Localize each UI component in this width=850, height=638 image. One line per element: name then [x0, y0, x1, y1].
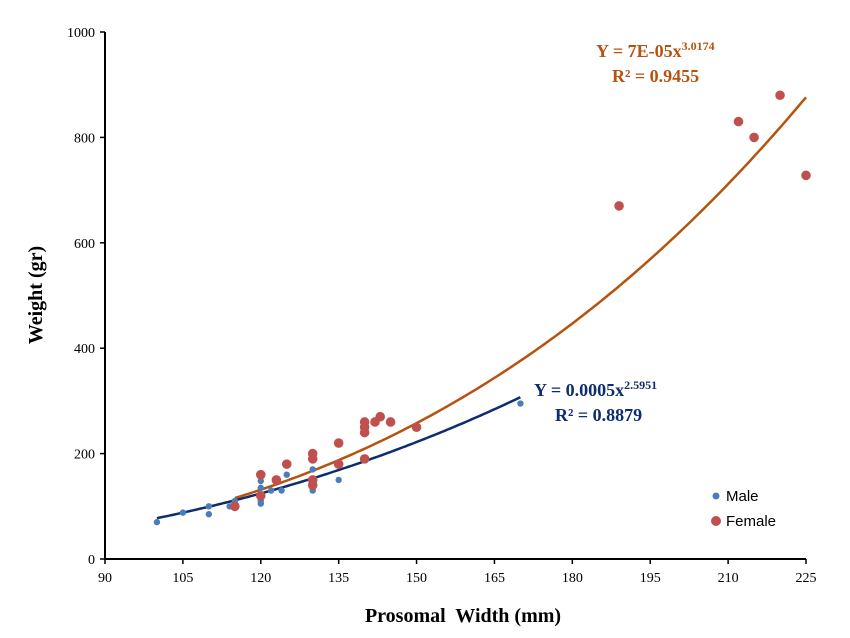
female-point: [230, 501, 240, 512]
male-equation-prefix: Y = 0.0005x: [534, 380, 624, 400]
legend-item-female: Female: [711, 513, 776, 530]
female-point: [281, 459, 292, 469]
male-r2: R² = 0.8879: [555, 405, 642, 425]
x-tick-label: 210: [718, 571, 739, 586]
female-point: [801, 170, 811, 181]
x-tick-label: 225: [796, 571, 817, 586]
legend-marker-female: [711, 516, 721, 526]
male-point: [257, 477, 264, 485]
svg-text:Y = 0.0005x2.5951: Y = 0.0005x2.5951: [534, 378, 657, 400]
female-point: [411, 422, 422, 433]
female-equation: Y = 7E-05x3.0174 R² = 0.9455: [596, 39, 715, 86]
y-tick-label: 0: [88, 553, 95, 568]
female-point: [359, 417, 370, 427]
legend-item-male: Male: [712, 488, 759, 505]
male-trendline: [156, 396, 521, 520]
male-equation-exponent: 2.5951: [624, 378, 657, 392]
female-point: [333, 438, 344, 448]
female-point: [271, 475, 282, 485]
svg-text:Y = 7E-05x3.0174: Y = 7E-05x3.0174: [596, 39, 715, 61]
x-tick-label: 195: [640, 571, 661, 586]
male-point: [153, 518, 161, 526]
female-point: [775, 90, 785, 101]
x-tick-label: 135: [328, 571, 349, 586]
male-point: [267, 487, 275, 494]
female-point: [749, 132, 759, 143]
male-point: [309, 466, 316, 473]
y-tick-label: 800: [74, 131, 95, 146]
male-point: [335, 476, 342, 484]
female-point: [307, 475, 318, 485]
legend: Male Female: [711, 488, 776, 530]
male-point: [205, 511, 213, 518]
female-point: [733, 116, 744, 127]
female-r2: R² = 0.9455: [612, 66, 699, 86]
male-point: [205, 503, 213, 510]
male-point: [517, 400, 524, 407]
y-tick-label: 1000: [67, 26, 95, 41]
female-point: [375, 411, 386, 422]
x-tick-label: 105: [172, 571, 193, 586]
male-point: [278, 487, 285, 494]
female-point: [614, 201, 624, 211]
legend-label-female: Female: [726, 513, 776, 530]
female-point: [385, 417, 396, 427]
female-trendline: [234, 96, 807, 500]
female-equation-prefix: Y = 7E-05x: [596, 41, 682, 61]
legend-marker-male: [712, 492, 720, 500]
female-point: [333, 459, 344, 469]
male-point: [283, 471, 290, 478]
y-tick-label: 200: [74, 448, 95, 463]
y-axis-title: Weight (gr): [25, 246, 47, 344]
x-axis-title: Prosomal Width (mm): [365, 605, 561, 627]
legend-label-male: Male: [726, 488, 759, 505]
x-tick-label: 150: [406, 571, 427, 586]
x-tick-label: 120: [250, 571, 271, 586]
data-points: [153, 90, 811, 526]
male-equation: Y = 0.0005x2.5951 R² = 0.8879: [534, 378, 657, 425]
female-point: [255, 490, 266, 501]
female-equation-exponent: 3.0174: [682, 39, 715, 53]
y-tick-label: 400: [74, 342, 95, 357]
male-point: [257, 484, 264, 492]
x-tick-label: 90: [98, 571, 112, 586]
trendlines: [156, 96, 807, 520]
male-point: [179, 509, 187, 516]
female-point: [359, 454, 370, 464]
axes: [100, 31, 807, 564]
female-point: [307, 448, 318, 459]
female-point: [255, 469, 266, 480]
x-tick-label: 165: [484, 571, 505, 586]
x-tick-label: 180: [562, 571, 583, 586]
y-tick-label: 600: [74, 237, 95, 252]
tick-labels: 0 200 400 600 800 1000 90 105 120 135 150 165 180 195…: [67, 26, 817, 586]
